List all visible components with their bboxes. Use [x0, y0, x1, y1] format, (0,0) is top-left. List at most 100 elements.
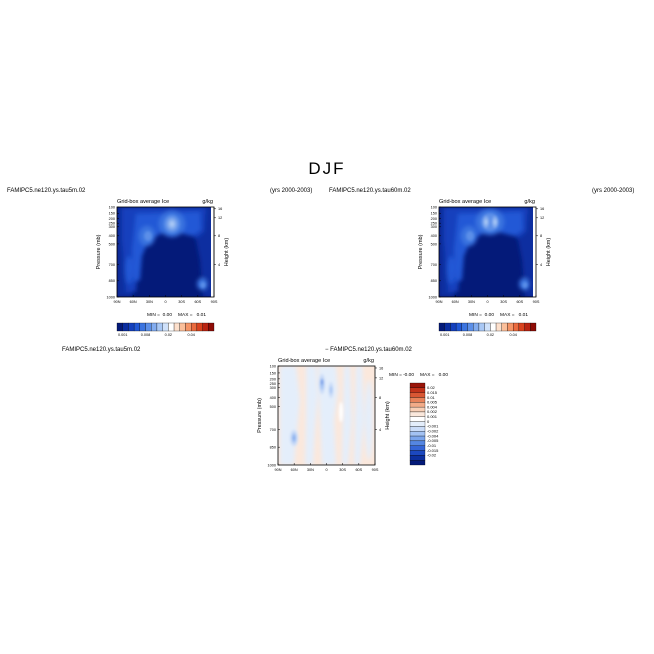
x-tick-label: 60S [516, 300, 523, 304]
colorbar-label: 0.04 [187, 333, 194, 337]
case-label-top-right: FAMIPC5.ne120.ys.tau60m.02 [329, 188, 411, 194]
max-value: 0.01 [197, 312, 207, 318]
colorbar-swatch [409, 387, 426, 393]
x-tick-label: 60N [452, 300, 459, 304]
colorbar-label: -0.001 [427, 424, 439, 429]
colorbar-label: -0.005 [427, 438, 439, 443]
colorbar-label: 0.02 [427, 385, 436, 390]
colorbar-swatch [444, 322, 451, 332]
panel-top-right [438, 206, 537, 298]
y-tick-label: 400 [270, 396, 276, 400]
y-tick-label: 400 [109, 234, 115, 238]
y-tick-label: 300 [431, 225, 437, 229]
y2-tick-label: 4 [540, 263, 542, 267]
colorbar-swatch [202, 322, 209, 332]
x-tick-label: 60N [291, 468, 298, 472]
y-tick-label: 200 [431, 217, 437, 221]
min-label: MIN = [469, 312, 482, 318]
y2-axis-label: Height (km) [546, 238, 552, 267]
y-axis-label: Pressure (mb) [257, 398, 263, 433]
max-value: 0.01 [519, 312, 529, 318]
colorbar-swatch [409, 440, 426, 446]
y-tick-label: 100 [270, 364, 276, 368]
x-tick-label: 30S [500, 300, 507, 304]
y-tick-label: 200 [109, 217, 115, 221]
y-tick-label: 250 [431, 222, 437, 226]
colorbar-swatch [409, 435, 426, 442]
case-label-bottom-left: FAMIPC5.ne120.ys.tau5m.02 [62, 347, 141, 353]
x-tick-label: 90N [114, 300, 121, 304]
panel-bottom-difference [277, 365, 376, 466]
x-tick-label: 90N [275, 468, 282, 472]
y-axis-label: Pressure (mb) [96, 234, 102, 269]
y-tick-label: 150 [270, 371, 276, 375]
y2-tick-label: 4 [379, 428, 381, 432]
y-tick-label: 200 [270, 377, 276, 381]
min-label: MIN = [389, 372, 402, 378]
colorbar-label: -0.02 [427, 453, 437, 458]
y-tick-label: 300 [270, 386, 276, 390]
colorbar-swatch [128, 322, 135, 332]
panel-top-left [116, 206, 215, 298]
x-tick-label: 30S [339, 468, 346, 472]
case-label-top-left: FAMIPC5.ne120.ys.tau5m.02 [7, 188, 86, 194]
min-value: 0.00 [163, 312, 173, 318]
years-label-top-left: (yrs 2000-2003) [270, 188, 313, 194]
case-label-bottom-diff: − FAMIPC5.ne120.ys.tau60m.02 [325, 347, 412, 353]
y-tick-label: 1000 [429, 295, 437, 299]
colorbar-swatch [461, 322, 468, 332]
colorbar-swatch [179, 322, 186, 332]
max-label: MAX = [178, 312, 193, 318]
y-tick-label: 1000 [107, 295, 115, 299]
y2-tick-label: 8 [379, 396, 381, 400]
colorbar-swatch [196, 322, 203, 332]
y-axis-label: Pressure (mb) [418, 234, 424, 269]
x-tick-label: 0 [164, 300, 166, 304]
y-tick-label: 150 [431, 212, 437, 216]
y2-tick-label: 16 [379, 366, 383, 370]
y2-tick-label: 4 [218, 263, 220, 267]
colorbar-swatch [524, 322, 531, 332]
colorbar-swatch [409, 460, 426, 466]
y-tick-label: 150 [109, 212, 115, 216]
colorbar-swatch [173, 322, 180, 332]
y-tick-label: 300 [109, 225, 115, 229]
colorbar-swatch [438, 322, 445, 332]
colorbar-swatch [409, 402, 426, 408]
colorbar-swatch [409, 382, 426, 388]
panel-title: Grid-box average Ice [117, 199, 169, 205]
colorbar-label: 0.015 [427, 390, 438, 395]
colorbar-swatch [409, 392, 426, 398]
x-tick-label: 60N [130, 300, 137, 304]
figure-title: DJF [308, 159, 346, 178]
x-tick-label: 60S [355, 468, 362, 472]
colorbar-swatch [409, 455, 426, 461]
x-tick-label: 90S [533, 300, 540, 304]
max-label: MAX = [500, 312, 515, 318]
colorbar-label: 0.008 [463, 333, 473, 337]
colorbar-swatch [133, 322, 140, 332]
x-tick-label: 30N [307, 468, 314, 472]
x-tick-label: 60S [194, 300, 201, 304]
colorbar-label: 0.008 [141, 333, 151, 337]
colorbar-swatch [191, 322, 198, 332]
colorbar-swatch [168, 322, 175, 332]
colorbar-swatch [162, 322, 169, 332]
y2-tick-label: 16 [540, 207, 544, 211]
y-tick-label: 100 [431, 205, 437, 209]
colorbar-label: 0.04 [509, 333, 516, 337]
colorbar-label: -0.002 [427, 429, 439, 434]
colorbar-swatch [409, 445, 426, 451]
colorbar-swatch [185, 322, 192, 332]
colorbar-swatch [208, 322, 215, 332]
colorbar-label: 0.02 [487, 333, 494, 337]
colorbar-swatch [409, 406, 426, 413]
colorbar-swatch [507, 322, 514, 332]
y2-tick-label: 12 [379, 376, 383, 380]
y2-tick-label: 16 [218, 207, 222, 211]
colorbar-swatch [151, 322, 158, 332]
x-tick-label: 90S [372, 468, 379, 472]
panel-units: g/kg [363, 358, 374, 364]
colorbar-swatch [409, 426, 426, 432]
y-tick-label: 700 [431, 263, 437, 267]
